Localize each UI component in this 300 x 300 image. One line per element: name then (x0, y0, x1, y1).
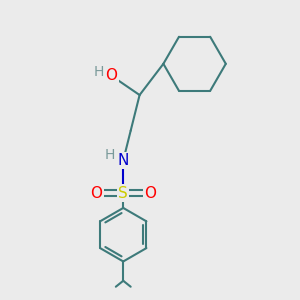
Text: H: H (94, 65, 104, 79)
Text: O: O (105, 68, 117, 83)
Text: O: O (144, 186, 156, 201)
Text: O: O (91, 186, 103, 201)
Text: N: N (118, 153, 129, 168)
Text: S: S (118, 186, 128, 201)
Text: H: H (105, 148, 115, 162)
